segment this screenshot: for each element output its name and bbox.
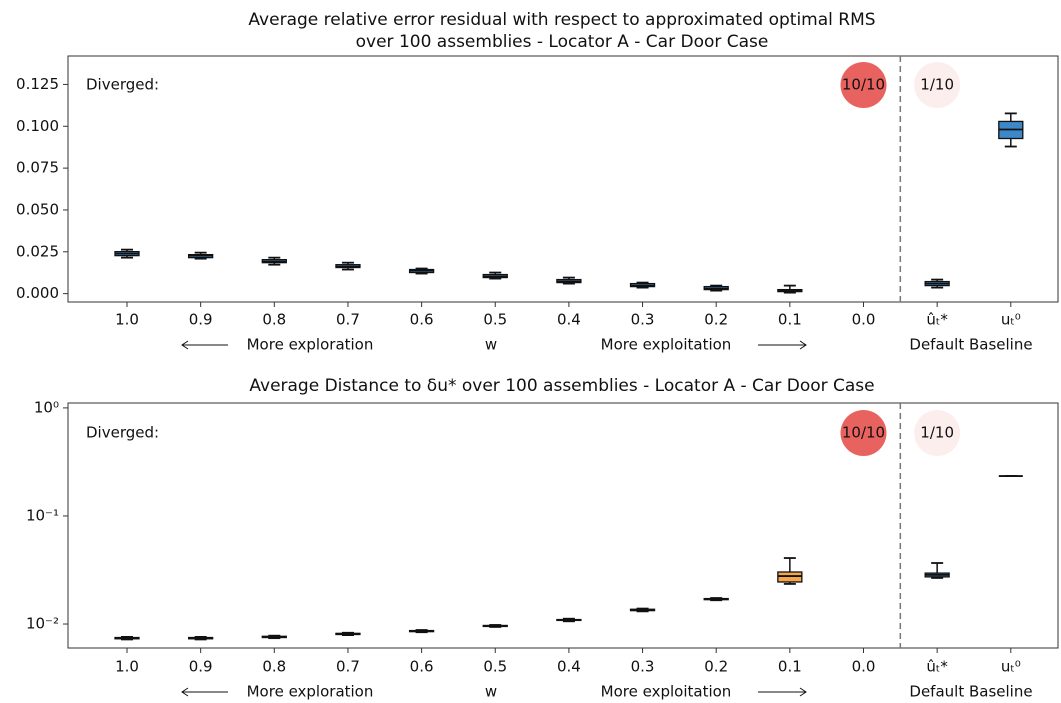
x-tick-label: 0.7 (336, 311, 360, 329)
y-tick-label: 10⁰ (34, 398, 59, 416)
plot-frame (67, 402, 1059, 649)
diverged-marker (914, 410, 961, 456)
arrow-left (181, 687, 228, 697)
x-tick-label: 0.0 (852, 311, 876, 329)
x-tick-label: ûₜ* (926, 658, 948, 676)
x-tick-label: 0.6 (410, 658, 434, 676)
y-tick-label: 0.025 (16, 242, 59, 260)
chart-title: Average relative error residual with res… (248, 10, 875, 30)
diverged-count: 1/10 (920, 424, 954, 442)
box (777, 571, 803, 583)
y-tick-label: 0.000 (16, 284, 59, 302)
plot-frame (67, 55, 1059, 303)
diverged-count: 10/10 (842, 76, 885, 94)
arrow-left (181, 340, 228, 350)
diverged-marker (914, 62, 961, 108)
x-annotation: w (485, 683, 497, 701)
x-tick-label: 0.8 (262, 658, 286, 676)
diverged-marker (840, 410, 887, 456)
x-annotation: More exploration (247, 336, 374, 354)
x-tick-label: 0.1 (778, 311, 802, 329)
x-tick-label: 0.2 (704, 658, 728, 676)
x-tick-label: 0.4 (557, 658, 581, 676)
x-tick-label: uₜ⁰ (1001, 658, 1021, 676)
x-tick-label: 0.9 (189, 658, 213, 676)
x-tick-label: 0.5 (483, 311, 507, 329)
diverged-label: Diverged: (86, 424, 159, 442)
x-tick-label: 0.1 (778, 658, 802, 676)
x-tick-label: uₜ⁰ (1001, 311, 1021, 329)
y-tick-label: 10⁻² (26, 615, 59, 633)
y-tick-label: 0.050 (16, 200, 59, 218)
y-tick-label: 0.100 (16, 117, 59, 135)
y-tick-label: 10⁻¹ (26, 506, 59, 524)
x-tick-label: 1.0 (115, 311, 139, 329)
y-tick-label: 0.125 (16, 75, 59, 93)
diverged-count: 10/10 (842, 424, 885, 442)
x-annotation: Default Baseline (909, 683, 1032, 701)
chart-title: over 100 assemblies - Locator A - Car Do… (356, 32, 769, 52)
x-tick-label: 0.8 (262, 311, 286, 329)
y-tick-label: 0.075 (16, 159, 59, 177)
x-tick-label: ûₜ* (926, 311, 948, 329)
x-annotation: More exploitation (601, 683, 732, 701)
chart-title: Average Distance to δu* over 100 assembl… (249, 376, 874, 396)
diverged-marker (840, 62, 887, 108)
x-tick-label: 0.2 (704, 311, 728, 329)
x-annotation: Default Baseline (909, 336, 1032, 354)
x-tick-label: 0.3 (631, 311, 655, 329)
diverged-count: 1/10 (920, 76, 954, 94)
x-tick-label: 0.9 (189, 311, 213, 329)
arrow-right (758, 687, 807, 697)
x-tick-label: 0.5 (483, 658, 507, 676)
x-annotation: w (485, 336, 497, 354)
diverged-label: Diverged: (86, 76, 159, 94)
x-tick-label: 1.0 (115, 658, 139, 676)
x-annotation: More exploration (247, 683, 374, 701)
x-tick-label: 0.7 (336, 658, 360, 676)
x-tick-label: 0.3 (631, 658, 655, 676)
arrow-right (758, 340, 807, 350)
x-annotation: More exploitation (601, 336, 732, 354)
x-tick-label: 0.0 (852, 658, 876, 676)
x-tick-label: 0.6 (410, 311, 434, 329)
x-tick-label: 0.4 (557, 311, 581, 329)
